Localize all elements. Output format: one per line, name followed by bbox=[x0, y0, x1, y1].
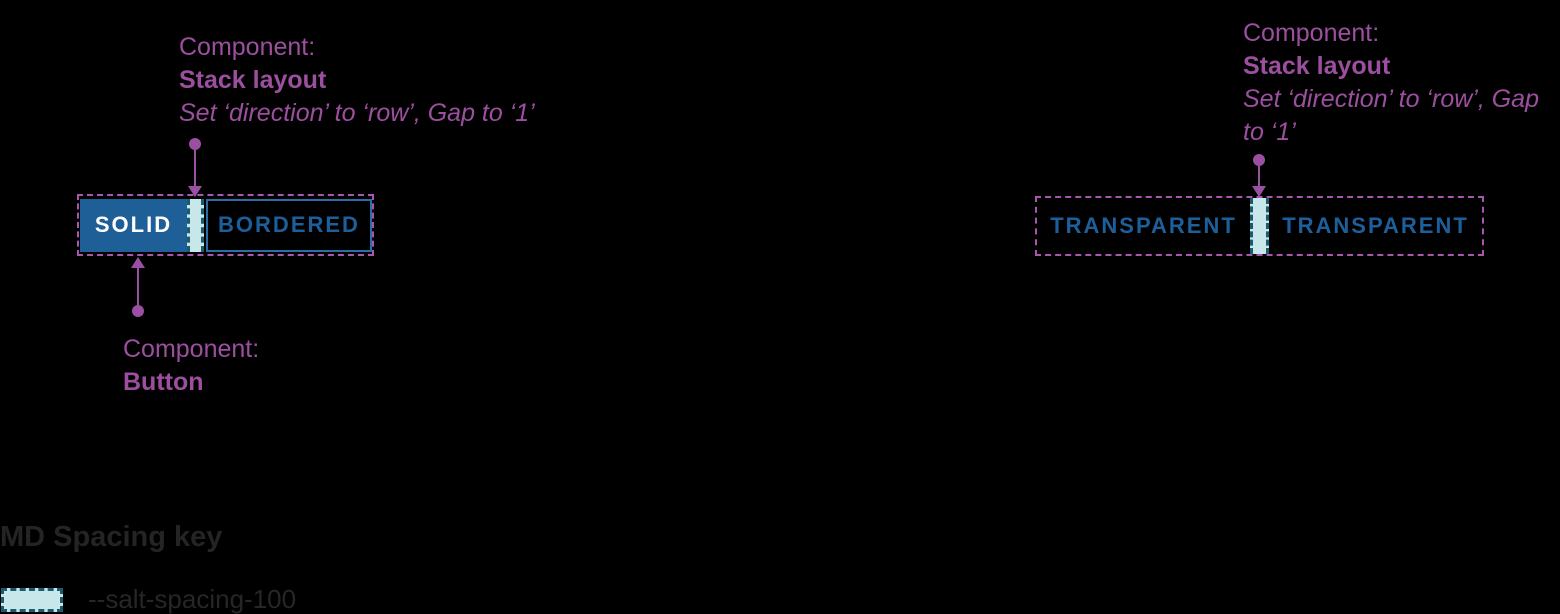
connector-dot bbox=[132, 305, 144, 317]
arrow-down-icon bbox=[188, 186, 202, 197]
arrow-up-icon bbox=[131, 257, 145, 268]
legend-title: MD Spacing key bbox=[0, 521, 223, 553]
connector-dot bbox=[1253, 154, 1265, 166]
solid-button: SOLID bbox=[80, 198, 187, 252]
annotation-label: Component: bbox=[1243, 19, 1380, 47]
annotation-label: Component: bbox=[123, 335, 260, 363]
connector-line bbox=[194, 149, 196, 188]
transparent-button-left: TRANSPARENT bbox=[1050, 213, 1237, 238]
annotation-component-name: Stack layout bbox=[1243, 52, 1391, 80]
spacing-swatch bbox=[1, 588, 63, 612]
connector-line bbox=[137, 267, 139, 306]
annotation-note: Set ‘direction’ to ‘row’, Gap to ‘1’ bbox=[1243, 85, 1539, 146]
stack-layout-left-container: SOLID BORDERED bbox=[77, 194, 374, 256]
stack-layout-right-container: TRANSPARENT TRANSPARENT bbox=[1035, 196, 1484, 256]
spacing-gap-indicator bbox=[1250, 198, 1269, 254]
bordered-button: BORDERED bbox=[206, 198, 372, 252]
annotation-label: Component: bbox=[179, 33, 316, 61]
annotation-stack-layout-left: Component: Stack layout Set ‘direction’ … bbox=[179, 31, 535, 130]
annotation-note: Set ‘direction’ to ‘row’, Gap to ‘1’ bbox=[179, 99, 535, 127]
arrow-down-icon bbox=[1252, 186, 1266, 197]
annotation-component-name: Button bbox=[123, 368, 204, 396]
annotation-button: Component: Button bbox=[123, 333, 259, 399]
connector-dot bbox=[189, 138, 201, 150]
annotation-stack-layout-right: Component: Stack layout Set ‘direction’ … bbox=[1243, 17, 1555, 149]
spacing-token-label: --salt-spacing-100 bbox=[88, 584, 297, 614]
spacing-gap-indicator bbox=[187, 198, 204, 252]
annotation-component-name: Stack layout bbox=[179, 66, 327, 94]
connector-line bbox=[1258, 165, 1260, 187]
transparent-button-right: TRANSPARENT bbox=[1282, 213, 1469, 238]
